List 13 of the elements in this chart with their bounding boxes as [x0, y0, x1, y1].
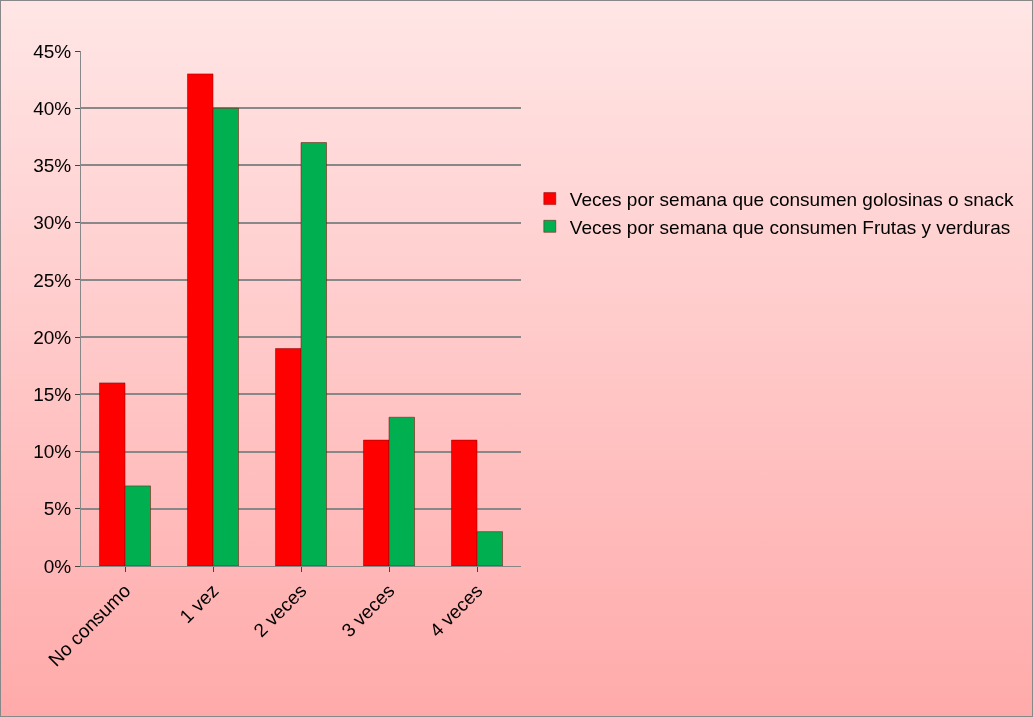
- y-tick-label: 40%: [33, 97, 72, 119]
- x-tick-label: 1 vez: [175, 580, 223, 627]
- y-tick-label: 45%: [33, 40, 72, 62]
- y-tick-label: 10%: [33, 441, 72, 463]
- y-tick-label: 5%: [43, 498, 72, 520]
- legend-label: Veces por semana que consumen golosinas o snack: [569, 189, 1014, 211]
- y-tick-label: 15%: [33, 383, 72, 405]
- legend-label: Veces por semana que consumen Frutas y verduras: [569, 216, 1011, 238]
- y-tick-label: 25%: [33, 269, 72, 291]
- y-tick-label: 30%: [33, 212, 72, 234]
- y-tick-label: 20%: [33, 326, 72, 348]
- y-tick-label: 0%: [43, 555, 72, 577]
- y-tick-label: 35%: [33, 155, 72, 177]
